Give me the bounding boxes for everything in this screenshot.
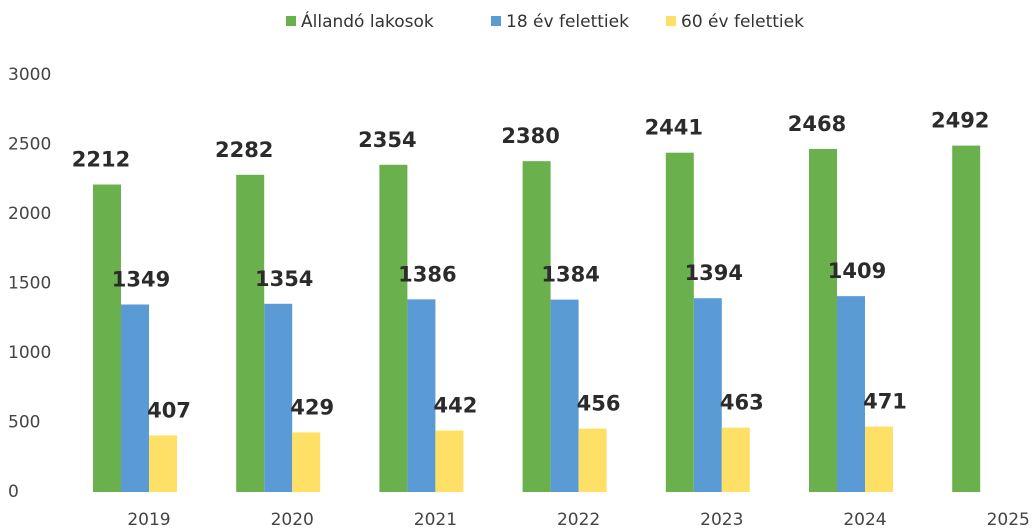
bar [809,148,837,492]
legend-label: Állandó lakosok [301,10,434,32]
bar [236,174,265,492]
y-tick-label: 1500 [8,274,51,294]
bar [121,304,149,492]
value-label: 1394 [685,261,743,285]
value-label: 2354 [358,128,416,152]
bar [379,164,408,492]
bar [93,184,121,493]
value-label: 471 [863,390,907,414]
value-label: 2468 [788,112,846,136]
value-label: 2492 [931,109,989,133]
bar [865,426,893,492]
value-label: 463 [720,391,764,415]
bar [522,161,551,492]
bar [264,303,293,492]
y-tick-label: 1000 [8,343,51,363]
value-label: 407 [147,398,191,422]
x-tick-label: 2021 [414,510,457,530]
value-label: 1386 [398,262,456,286]
bar [721,427,750,492]
bar [149,435,177,492]
bar [292,432,321,492]
bar [837,296,865,492]
x-tick-label: 2019 [127,510,170,530]
legend-label: 60 év felettiek [681,12,804,32]
x-tick-label: 2020 [271,510,314,530]
y-tick-label: 500 [8,413,40,433]
x-tick-label: 2023 [700,510,743,530]
y-tick-label: 2500 [8,135,51,155]
bar [578,428,607,492]
legend-swatch [666,16,676,26]
bar [435,430,464,492]
bar [550,299,579,492]
value-label: 2282 [215,138,273,162]
x-tick-label: 2025 [987,510,1030,530]
value-label: 456 [577,392,621,416]
bar [693,298,722,492]
value-label: 1384 [541,263,599,287]
value-label: 442 [433,394,477,418]
y-tick-label: 0 [8,482,19,502]
bar [952,145,981,492]
y-tick-label: 2000 [8,204,51,224]
x-tick-label: 2022 [557,510,600,530]
legend-label: 18 év felettiek [506,12,629,32]
legend-swatch [491,16,501,26]
x-tick-label: 2024 [843,510,886,530]
value-label: 1349 [112,267,170,291]
value-label: 1354 [255,267,313,291]
value-label: 429 [290,395,334,419]
value-label: 2441 [645,116,703,140]
value-label: 1409 [828,259,886,283]
value-label: 2380 [501,124,559,148]
bar [665,152,694,493]
value-label: 2212 [72,148,130,172]
y-tick-label: 3000 [8,65,51,85]
legend-swatch [286,16,296,26]
bar [407,299,436,492]
